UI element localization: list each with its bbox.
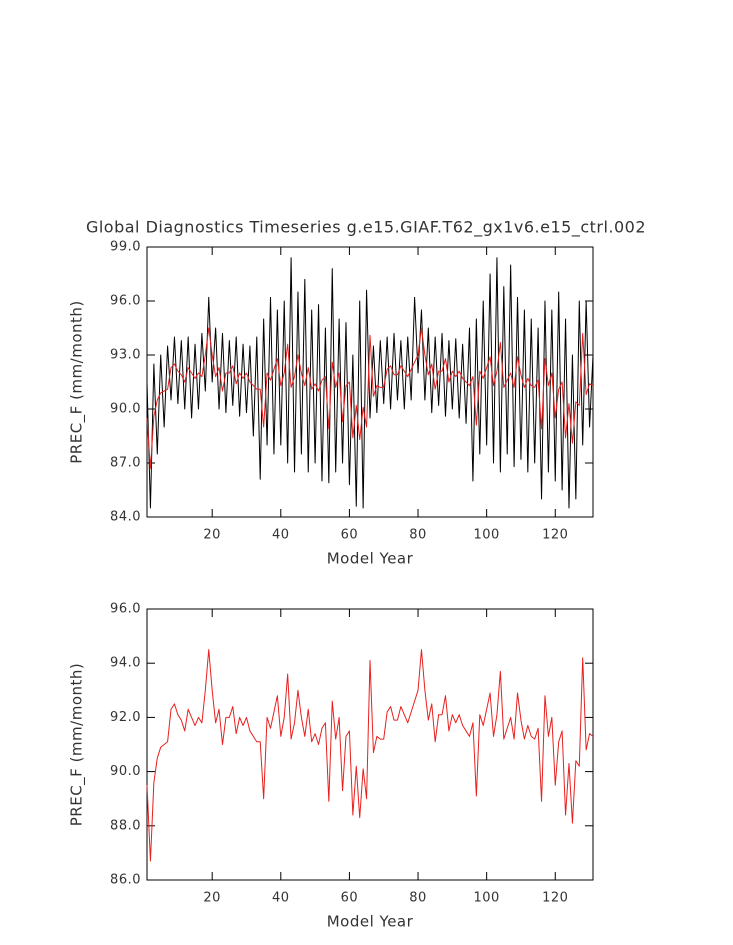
y-tick-label: 96.0 <box>110 294 141 309</box>
plot-frame <box>146 608 594 881</box>
x-tick-label: 40 <box>272 891 290 906</box>
y-tick-label: 92.0 <box>110 710 141 725</box>
x-tick-label: 120 <box>542 891 568 906</box>
x-tick-label: 20 <box>203 528 221 543</box>
y-tick-label: 94.0 <box>110 656 141 671</box>
y-tick-label: 96.0 <box>110 602 141 617</box>
x-tick-label: 80 <box>409 528 427 543</box>
y-tick-label: 84.0 <box>110 510 141 525</box>
y-tick-label: 99.0 <box>110 240 141 255</box>
x-tick-label: 80 <box>409 891 427 906</box>
y-tick-label: 90.0 <box>110 402 141 417</box>
series-line <box>146 327 594 469</box>
x-tick-label: 100 <box>473 891 499 906</box>
x-tick-label: 60 <box>341 528 359 543</box>
x-tick-label: 120 <box>542 528 568 543</box>
y-tick-label: 90.0 <box>110 764 141 779</box>
x-tick-label: 60 <box>341 891 359 906</box>
y-tick-label: 93.0 <box>110 348 141 363</box>
y-tick-label: 87.0 <box>110 456 141 471</box>
chart-title: Global Diagnostics Timeseries g.e15.GIAF… <box>86 218 646 238</box>
series-line <box>146 649 594 862</box>
y-axis-label: PREC_F (mm/month) <box>68 300 87 463</box>
y-tick-label: 88.0 <box>110 818 141 833</box>
x-tick-label: 100 <box>473 528 499 543</box>
y-axis-label: PREC_F (mm/month) <box>68 663 87 826</box>
x-tick-label: 20 <box>203 891 221 906</box>
x-axis-label: Model Year <box>327 913 414 931</box>
y-tick-label: 86.0 <box>110 873 141 888</box>
series-line <box>146 257 594 509</box>
x-axis-label: Model Year <box>327 550 414 568</box>
x-tick-label: 40 <box>272 528 290 543</box>
